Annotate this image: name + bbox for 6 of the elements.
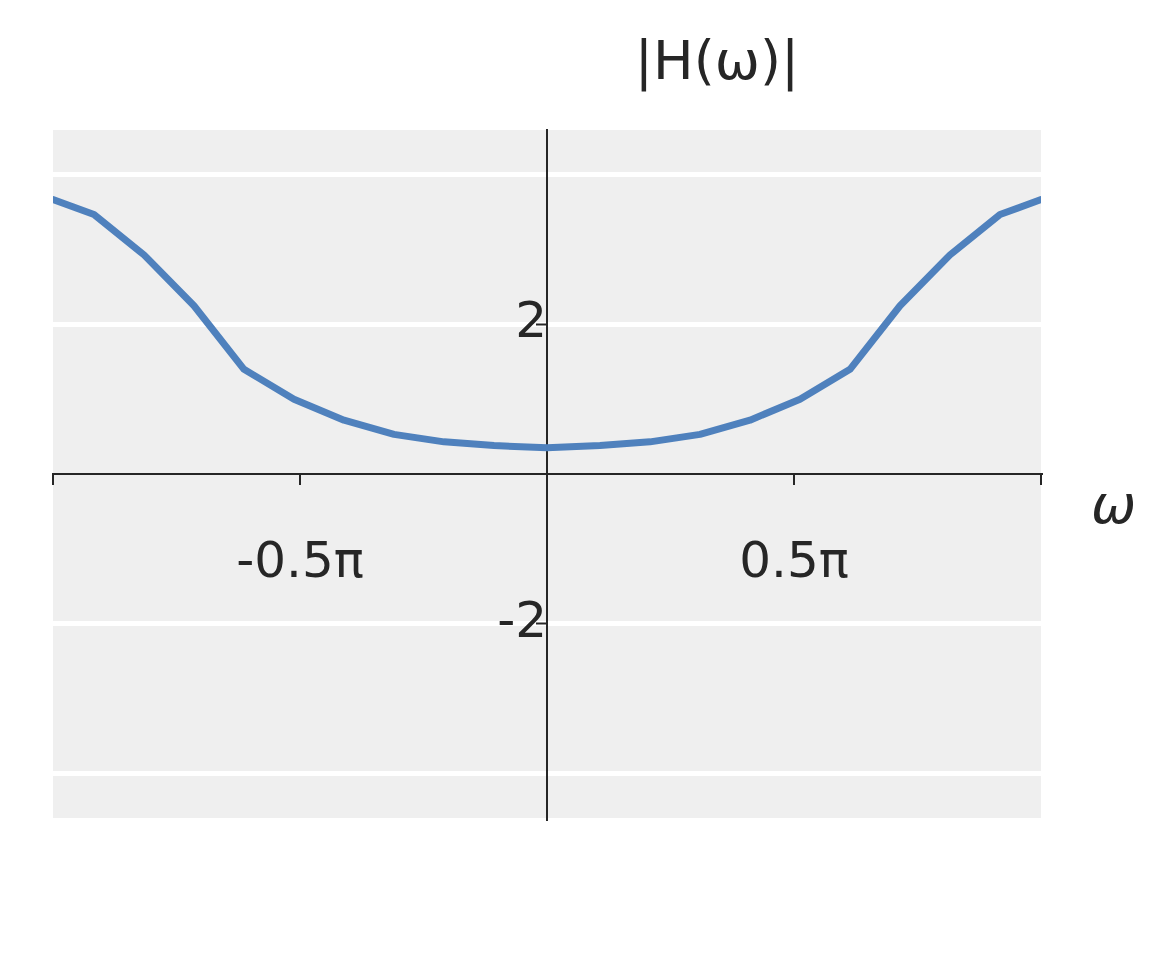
y-tick-label: -2 — [497, 590, 547, 649]
y-tick-label: 2 — [515, 291, 547, 350]
x-axis-title: ω — [1091, 473, 1137, 537]
x-tick-label: -0.5π — [236, 530, 364, 589]
x-tick-label: 0.5π — [739, 530, 849, 589]
y-axis-title: |H(ω)| — [634, 29, 800, 93]
